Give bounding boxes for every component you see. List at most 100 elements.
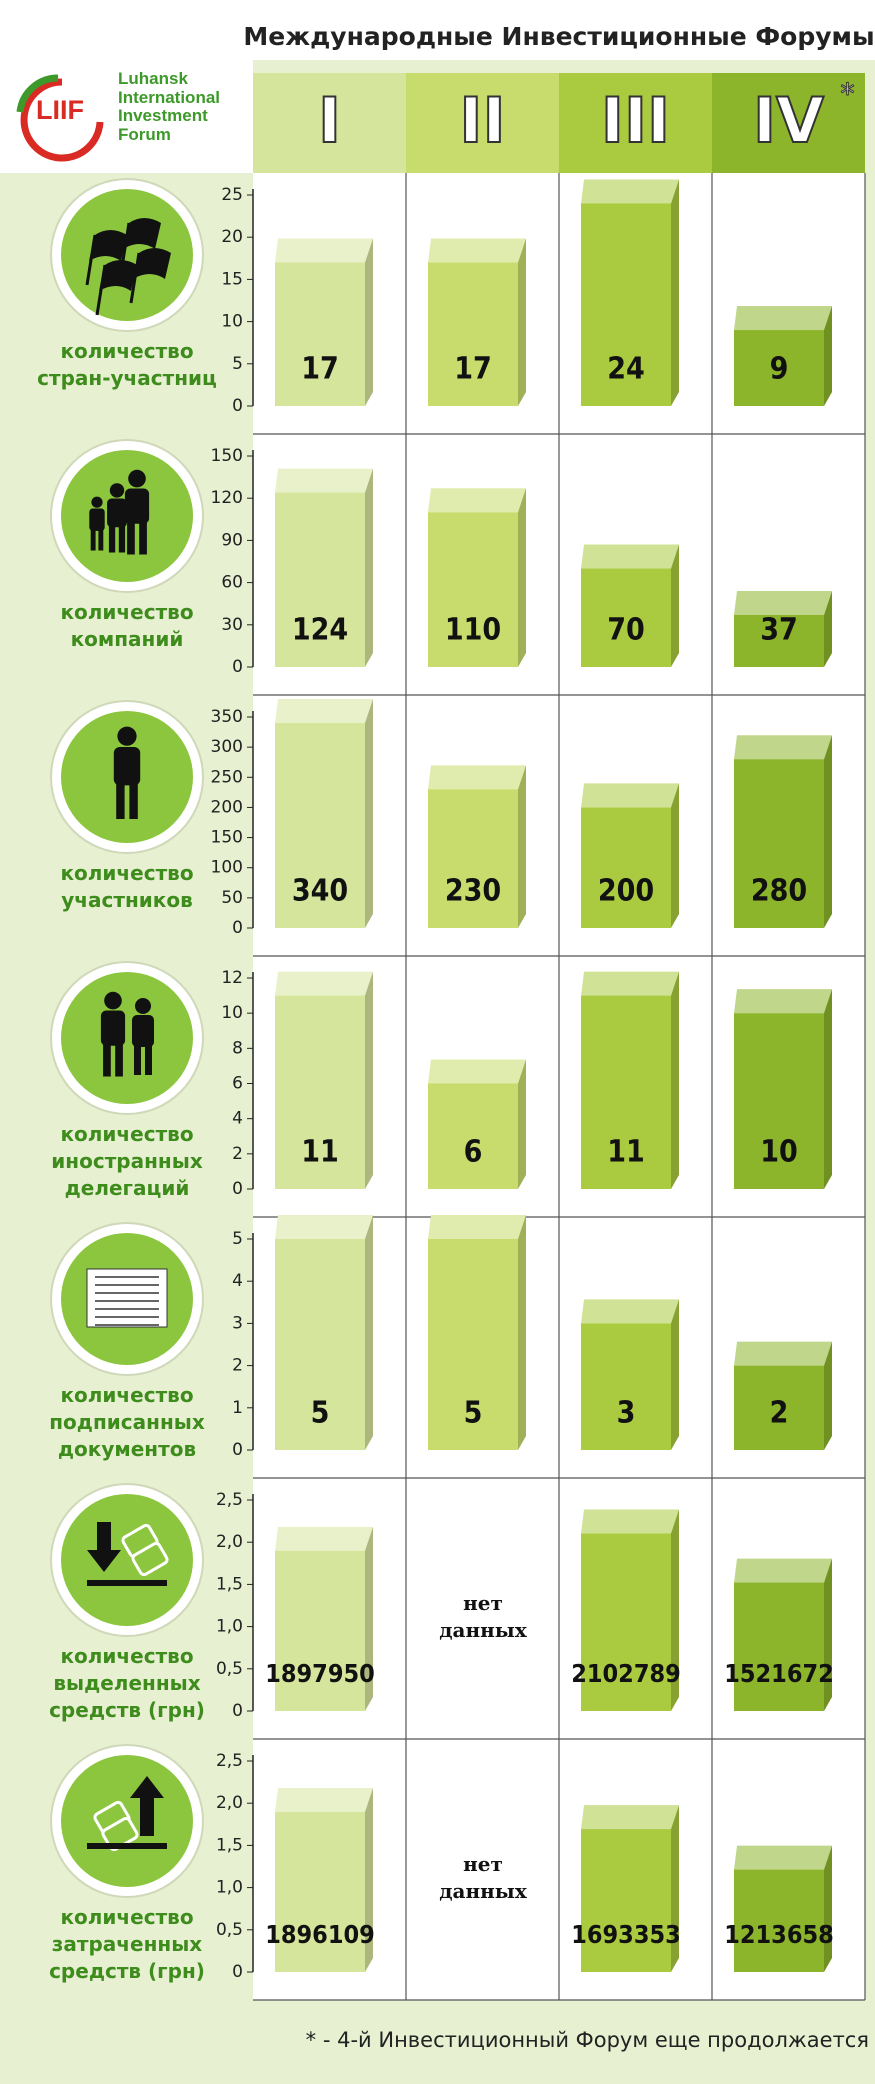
logo-arc [20,78,104,162]
column-header [406,73,559,173]
bar-side [518,1059,526,1189]
icon-part [100,1010,126,1046]
y-tick-label: 0 [232,1179,243,1199]
icon-part [90,529,96,551]
icon-part [87,1522,121,1572]
icon [89,469,150,555]
value-label: 3 [617,1396,636,1431]
bar-front [734,614,824,667]
bar-top [581,971,679,996]
bar-front [734,759,824,928]
y-tick-label: 0,5 [216,1659,243,1679]
bar-top [734,735,832,760]
bar-top [428,238,526,263]
icon-part [104,991,122,1010]
bar-front [581,568,671,667]
icon-part [118,525,126,553]
y-tick-label: 0 [232,1701,243,1721]
icon [113,726,141,819]
y-tick-label: 250 [211,767,243,787]
bar-top [581,783,679,808]
icon-part [87,1843,167,1849]
bar-side [824,590,832,667]
icon [87,1522,169,1586]
y-tick-label: 2 [232,1356,243,1376]
icon-part [139,521,147,555]
bar-top [275,1215,373,1239]
bar-top [275,971,373,996]
logo-abbr: LIIF [36,95,84,125]
bar-top [275,238,373,263]
bar [734,306,832,406]
icon-part [98,529,104,551]
bar-top [275,699,373,724]
forum-numeral: I [318,84,341,157]
bar [428,1059,526,1189]
value-label: 1693353 [571,1920,681,1949]
bar-top [734,989,832,1014]
bar-side [365,699,373,928]
bar [734,735,832,928]
y-tick-label: 5 [232,1229,243,1249]
icon [87,1776,167,1852]
bar-side [518,238,526,406]
value-label: 2102789 [571,1659,681,1688]
value-label: 70 [607,613,645,648]
icon-circle [61,1494,193,1626]
y-tick-label: 10 [221,312,243,332]
value-label: 11 [301,1135,339,1170]
bar [734,1845,832,1972]
bar-front [581,1533,671,1711]
bar-top [428,1215,526,1239]
bar-front [428,789,518,928]
bar-front [734,1869,824,1972]
icon-part [87,1580,167,1586]
bar [734,1341,832,1450]
bar [428,765,526,928]
icon-part [91,496,103,508]
column-header [712,73,865,173]
column-header [253,73,406,173]
y-tick-label: 0 [232,396,243,416]
y-tick-label: 200 [211,797,243,817]
bar-front [275,1550,365,1711]
bar [581,544,679,667]
forum-numeral: II [459,84,505,157]
no-data-label: нет данных [439,1591,527,1642]
icon [100,991,154,1077]
bar [275,971,373,1189]
value-label: 10 [760,1135,798,1170]
y-tick-label: 300 [211,737,243,757]
bar-front [734,1365,824,1450]
icon-part [135,998,151,1014]
icon-part [115,1043,123,1077]
forum-numeral: IV [753,84,824,157]
y-tick-label: 2,5 [216,1751,243,1771]
value-label: 200 [598,874,654,909]
bar-front [581,1323,671,1450]
value-label: 1213658 [724,1920,834,1949]
bar-front [428,512,518,667]
y-tick-label: 4 [232,1271,243,1291]
icon-part [132,1015,154,1047]
icon-part [131,1541,169,1577]
bar-top [734,1845,832,1870]
y-tick-label: 8 [232,1038,243,1058]
bar-side [671,179,679,406]
asterisk: * [841,77,855,110]
y-tick-label: 25 [221,185,243,205]
bar-top [581,1509,679,1534]
bar-front [734,1582,824,1711]
icon-circle [61,189,193,321]
logo-name: Luhansk International Investment Forum [118,69,221,145]
y-tick-label: 100 [211,858,243,878]
bar-side [671,783,679,928]
icon-part [107,498,127,528]
y-tick-label: 150 [211,446,243,466]
bar-front [428,1083,518,1189]
value-label: 2 [770,1396,789,1431]
bar [428,238,526,406]
bar-front [275,1811,365,1972]
value-label: 37 [760,613,798,648]
